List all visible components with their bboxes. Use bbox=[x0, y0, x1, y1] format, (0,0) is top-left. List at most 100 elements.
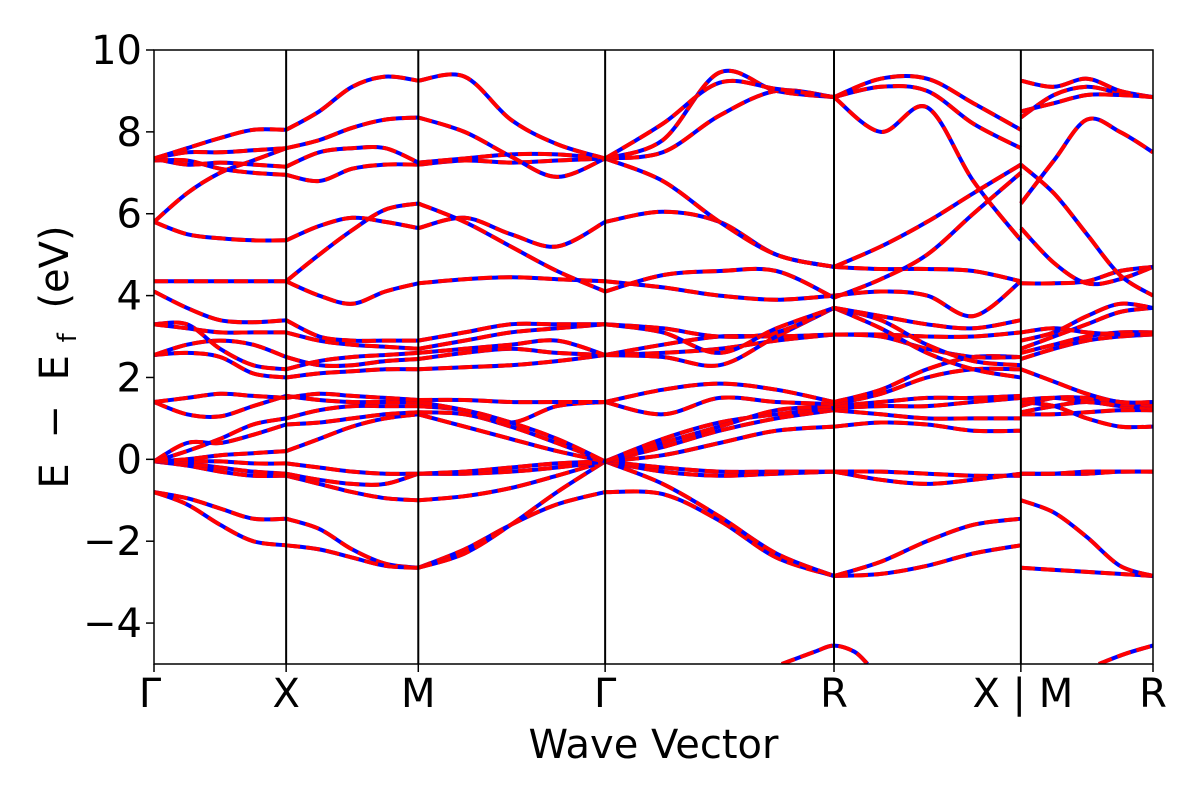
band-seg4-b7-spin-down bbox=[833, 393, 1021, 409]
band-seg1-b2-spin-down bbox=[285, 473, 419, 503]
band-seg1-b10-spin-down bbox=[285, 367, 419, 380]
band-seg1-b17-spin-down bbox=[284, 201, 419, 283]
x-tick-label: X bbox=[272, 671, 299, 717]
band-seg0-b10-spin-down bbox=[154, 350, 287, 380]
y-tick-label: −2 bbox=[83, 519, 142, 565]
y-title-minus: − bbox=[32, 405, 78, 439]
band-seg2-b20-spin-down bbox=[417, 115, 606, 179]
band-seg0-b12-spin-up bbox=[154, 320, 287, 372]
y-tick-label: 2 bbox=[117, 355, 142, 401]
band-seg5-b18-spin-down bbox=[1019, 163, 1153, 298]
band-seg5-b0-spin-down bbox=[1020, 565, 1153, 578]
band-seg2-b12-spin-down bbox=[418, 338, 606, 357]
band-seg5-b9-spin-down bbox=[1020, 367, 1153, 405]
band-seg4-b4-spin-down bbox=[833, 420, 1021, 434]
band-seg5-b3-spin-down bbox=[1020, 469, 1153, 476]
band-seg5-b4-spin-down bbox=[1020, 408, 1153, 417]
band-seg5-b12-spin-down bbox=[1020, 305, 1153, 351]
band-seg1-b6-spin-down bbox=[285, 410, 419, 427]
band-seg3-b13-spin-down bbox=[604, 306, 835, 339]
band-seg5-b13-spin-down bbox=[1020, 301, 1153, 343]
band-seg4-b6-spin-down bbox=[833, 395, 1022, 411]
band-seg4-b11-spin-down bbox=[833, 332, 1021, 360]
band-seg1-b13-spin-down bbox=[285, 330, 419, 351]
band-seg2-b17-spin-down bbox=[417, 201, 606, 294]
band-seg4-b3-spin-down bbox=[833, 469, 1022, 486]
band-seg5-b20-spin-down bbox=[1020, 76, 1153, 100]
y-axis-title: E − E f (eV) bbox=[32, 225, 86, 488]
band-seg3-b3-spin-up bbox=[604, 459, 834, 474]
band-seg2-b2-spin-down bbox=[418, 459, 606, 503]
band-seg4-b15-spin-down bbox=[833, 279, 1023, 319]
band-seg0-b14-spin-down bbox=[154, 289, 287, 325]
band-seg0-b18-spin-down bbox=[154, 157, 287, 177]
band-seg0-b6-spin-down bbox=[154, 422, 287, 464]
band-seg5-b1-spin-down bbox=[1020, 498, 1153, 578]
band-seg0-b14-spin-up bbox=[154, 289, 287, 325]
y-title-e: E bbox=[32, 463, 78, 488]
band-seg2-b1-spin-down bbox=[417, 459, 607, 570]
x-tick-label: Γ bbox=[594, 671, 617, 717]
band-seg3-b15-spin-down bbox=[604, 279, 835, 302]
band-seg1-b20-spin-down bbox=[285, 115, 419, 151]
y-tick-label: 6 bbox=[117, 192, 142, 238]
band-seg3-b21-spin-up bbox=[604, 78, 835, 161]
band-seg0-b8-spin-down bbox=[154, 393, 287, 419]
band-seg5-b21-spin-down bbox=[1020, 92, 1153, 114]
band-seg3-b19-spin-up bbox=[604, 88, 835, 161]
band-seg1-b18-spin-down bbox=[285, 162, 419, 184]
band-seg4-b17-spin-down bbox=[833, 171, 1023, 300]
band-seg2-b10-spin-down bbox=[418, 353, 606, 372]
band-seg3-b21-spin-down bbox=[604, 78, 835, 161]
x-axis-title: Wave Vector bbox=[529, 722, 780, 768]
band-seg3-b13-spin-up bbox=[604, 306, 835, 339]
band-seg5-b7-spin-down bbox=[1020, 400, 1153, 430]
x-tick-label: M bbox=[401, 671, 436, 717]
band-seg3-b10-spin-down bbox=[605, 332, 835, 357]
band-seg1-b12-spin-down bbox=[285, 350, 419, 372]
y-axis: −4 −2 0 2 4 6 8 10 bbox=[83, 28, 154, 647]
band-seg1-b8-spin-down bbox=[285, 393, 419, 405]
y-tick-label: 10 bbox=[91, 28, 142, 74]
band-seg0-b21-spin-down bbox=[154, 127, 287, 161]
band-seg1-b7-spin-down bbox=[285, 403, 419, 421]
band-seg3-b3-spin-down bbox=[604, 459, 834, 474]
band-seg3-b14-spin-down bbox=[604, 306, 835, 355]
band-seg4-b16-spin-down bbox=[833, 264, 1022, 284]
y-tick-label: 8 bbox=[117, 110, 142, 156]
band-seg3-b19-spin-down bbox=[604, 88, 835, 161]
band-seg3-b5-spin-up bbox=[604, 408, 835, 464]
band-seg1-b5-spin-down bbox=[285, 412, 419, 453]
band-seg2-b15-spin-down bbox=[418, 275, 606, 286]
band-seg4-b17-spin-up bbox=[833, 171, 1023, 300]
band-seg4-b19-spin-up bbox=[833, 84, 1022, 150]
band-seg0-b17-spin-down bbox=[154, 146, 287, 224]
band-seg3-b8-spin-down bbox=[604, 395, 835, 417]
band-seg4-b20-spin-down bbox=[833, 74, 1022, 132]
band-seg4-b5-spin-down bbox=[833, 408, 1021, 421]
band-seg0-b20-spin-down bbox=[154, 146, 287, 161]
band-seg4-b0-spin-down bbox=[833, 543, 1022, 578]
bands-layer bbox=[154, 68, 1153, 664]
band-seg0-b9-spin-down bbox=[154, 391, 287, 404]
y-tick-label: −4 bbox=[83, 601, 142, 647]
band-seg3-b1-spin-down bbox=[604, 459, 835, 578]
band-seg2-b8-spin-down bbox=[417, 400, 606, 425]
band-seg1-b0-spin-down bbox=[285, 516, 419, 570]
band-seg2-b9-spin-down bbox=[418, 397, 606, 405]
band-seg5-b1-spin-up bbox=[1020, 498, 1153, 578]
band-seg4-b1-spin-down bbox=[833, 516, 1022, 578]
band-seg2-b16-spin-up bbox=[417, 215, 607, 249]
band-seg4-b12-spin-down bbox=[833, 306, 1022, 380]
low-band-0-spin-down bbox=[781, 643, 870, 664]
band-seg4-b19-spin-down bbox=[833, 84, 1022, 150]
band-seg5-b17-spin-up bbox=[1019, 116, 1153, 205]
band-seg0-b12-spin-down bbox=[154, 320, 287, 372]
band-seg0-b19-spin-down bbox=[154, 156, 287, 169]
x-tick-label: X | M bbox=[972, 671, 1073, 717]
band-seg1-b19-spin-down bbox=[285, 145, 420, 169]
band-seg0-b5-spin-down bbox=[154, 449, 287, 464]
band-seg3-b9-spin-down bbox=[604, 381, 835, 404]
band-seg2-b0-spin-down bbox=[417, 490, 606, 570]
